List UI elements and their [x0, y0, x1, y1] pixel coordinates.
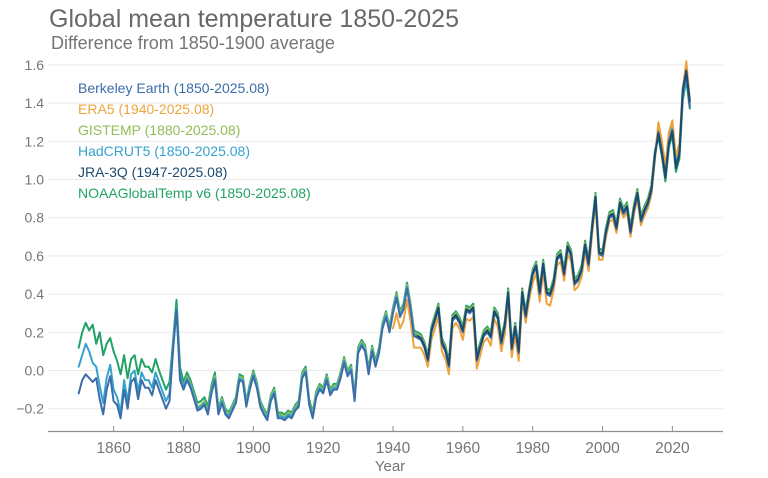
y-tick-label: 0.4 — [25, 286, 45, 302]
legend-item-hadcrut5: HadCRUT5 (1850-2025.08) — [78, 143, 250, 159]
x-tick-label: 2020 — [655, 440, 690, 457]
y-tick-label: 0.6 — [25, 248, 45, 264]
legend-item-noaaglobaltemp-v6: NOAAGlobalTemp v6 (1850-2025.08) — [78, 185, 311, 201]
series-line-jra-3q — [416, 69, 691, 366]
x-tick-label: 1960 — [446, 440, 481, 457]
y-tick-label: −0.2 — [16, 401, 44, 417]
page-title: Global mean temperature 1850-2025 — [49, 5, 459, 33]
x-tick-label: 1880 — [166, 440, 201, 457]
x-tick-label: 1940 — [376, 440, 411, 457]
x-tick-label: 1980 — [515, 440, 550, 457]
legend-item-era5: ERA5 (1940-2025.08) — [78, 101, 215, 117]
x-tick-label: 1860 — [96, 440, 131, 457]
y-tick-label: 0.2 — [25, 324, 45, 340]
x-axis-title: Year — [375, 458, 405, 475]
x-tick-label: 2000 — [585, 440, 620, 457]
legend: Berkeley Earth (1850-2025.08) ERA5 (1940-… — [78, 78, 311, 204]
legend-item-berkeley-earth: Berkeley Earth (1850-2025.08) — [78, 80, 270, 96]
x-tick-label: 1900 — [236, 440, 271, 457]
legend-item-gistemp: GISTEMP (1880-2025.08) — [78, 122, 241, 138]
y-tick-label: 1.6 — [25, 57, 45, 73]
y-tick-label: 1.0 — [25, 172, 45, 188]
y-tick-label: 1.2 — [25, 133, 45, 149]
y-tick-label: 0.8 — [25, 210, 45, 226]
x-tick-label: 1920 — [306, 440, 341, 457]
legend-item-jra-3q: JRA-3Q (1947-2025.08) — [78, 164, 228, 180]
page-subtitle: Difference from 1850-1900 average — [51, 33, 335, 53]
y-tick-label: 0.0 — [25, 363, 45, 379]
y-tick-label: 1.4 — [25, 95, 45, 111]
